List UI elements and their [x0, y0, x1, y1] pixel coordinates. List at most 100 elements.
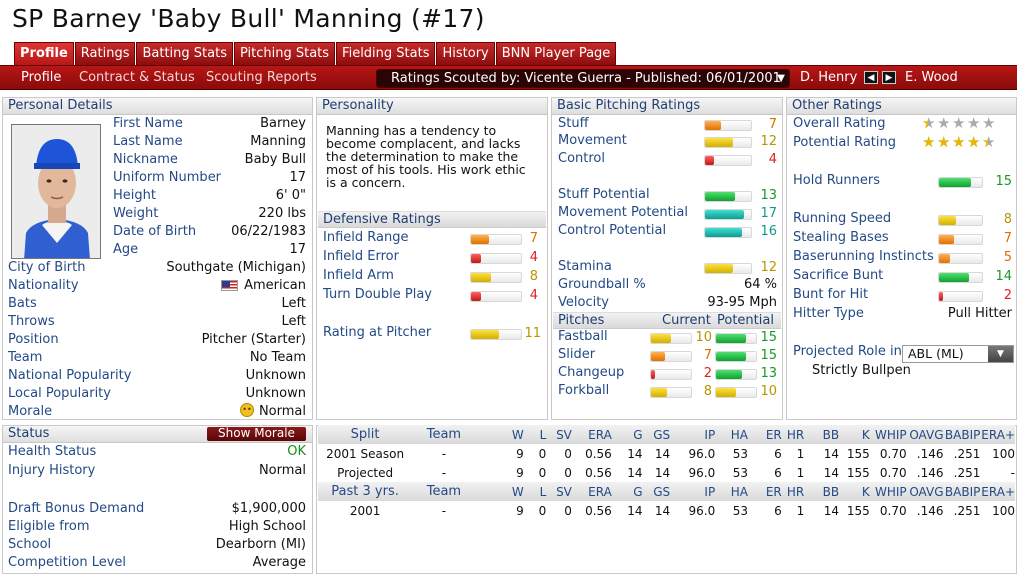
stats-header-sv[interactable]: SV	[546, 482, 572, 501]
stats-header-split[interactable]: Split	[318, 425, 413, 444]
stats-cell: 100	[992, 503, 1015, 518]
stats-header-k[interactable]: K	[839, 425, 870, 444]
stats-header-era[interactable]: ERA+	[980, 425, 1015, 444]
stats-header-past-3-yrs[interactable]: Past 3 yrs.	[318, 482, 413, 501]
stats-header-team[interactable]: Team	[412, 425, 476, 444]
tab-profile[interactable]: Profile	[14, 42, 74, 65]
overall-stars-star-icon: ★★	[922, 114, 935, 132]
other-running-speed-value: 8	[1003, 212, 1012, 227]
next-player-link[interactable]: E. Wood	[905, 70, 958, 85]
stats-header-whip[interactable]: WHIP	[869, 425, 907, 444]
defensive-infield-range-value: 7	[529, 231, 538, 246]
status-label-eligible-from: Eligible from	[8, 519, 90, 534]
stats-header-hr[interactable]: HR	[781, 482, 805, 501]
stats-header-sv[interactable]: SV	[546, 425, 572, 444]
stats-header-er[interactable]: ER	[747, 425, 782, 444]
stats-header-babip[interactable]: BABIP	[943, 482, 981, 501]
overall-stars-star-icon: ★	[952, 114, 965, 132]
stats-cell: 0.56	[585, 465, 612, 480]
stats-cell: .146	[916, 503, 944, 518]
stats-header-k[interactable]: K	[839, 482, 870, 501]
basic-stuff-potential-bar-fill	[705, 192, 735, 201]
potential-stars-star-icon: ★★	[952, 133, 965, 151]
stats-cell: 96.0	[688, 503, 716, 518]
stats-cell: 2001 Season	[326, 446, 405, 461]
stats-header-hr[interactable]: HR	[781, 425, 805, 444]
stats-header-whip[interactable]: WHIP	[869, 482, 907, 501]
stats-header-w[interactable]: W	[475, 482, 524, 501]
stats-header-l[interactable]: L	[523, 482, 547, 501]
pitch-forkball-potential-value: 10	[760, 384, 777, 399]
personal-value-team: No Team	[249, 350, 306, 365]
status-label-competition-level: Competition Level	[8, 555, 127, 570]
stats-header-babip[interactable]: BABIP	[943, 425, 981, 444]
basic-label-movement: Movement	[558, 133, 627, 148]
basic-stuff-potential-value: 13	[760, 188, 777, 203]
stats-header-bb[interactable]: BB	[804, 425, 840, 444]
previous-player-link[interactable]: D. Henry	[800, 70, 858, 85]
rating-at-pitcher-bar	[470, 329, 522, 340]
pitch-changeup-potential-bar	[715, 369, 757, 380]
stats-header-oavg[interactable]: OAVG	[906, 482, 944, 501]
chevron-down-icon: ▼	[988, 346, 1013, 362]
personal-value-local-popularity: Unknown	[245, 386, 306, 401]
stats-header-team[interactable]: Team	[412, 482, 476, 501]
personal-label-weight: Weight	[113, 206, 159, 221]
stats-header-g[interactable]: G	[611, 482, 643, 501]
stats-cell: 155	[846, 446, 870, 461]
other-stealing-bases-bar-fill	[939, 235, 954, 244]
stats-header-l[interactable]: L	[523, 425, 547, 444]
next-arrow-icon[interactable]: ▶	[882, 71, 896, 84]
tab-fielding-stats[interactable]: Fielding Stats	[336, 42, 436, 65]
pitch-changeup-current-value: 2	[703, 366, 712, 381]
personal-value-height: 6' 0"	[275, 188, 306, 203]
show-morale-button[interactable]: Show Morale	[207, 427, 306, 441]
stats-header-ha[interactable]: HA	[715, 482, 748, 501]
projected-role-label: Projected Role in	[793, 344, 902, 359]
stats-header-w[interactable]: W	[475, 425, 524, 444]
stats-header-ha[interactable]: HA	[715, 425, 748, 444]
subtab-profile[interactable]: Profile	[21, 70, 62, 85]
personality-text: Manning has a tendency to become complac…	[326, 123, 526, 190]
pitch-forkball-current-bar	[650, 387, 692, 398]
tab-batting-stats[interactable]: Batting Stats	[136, 42, 233, 65]
pitch-forkball: Forkball	[558, 383, 610, 398]
other-hold-runners-bar	[938, 177, 983, 188]
other-label-sacrifice-bunt: Sacrifice Bunt	[793, 268, 884, 283]
stats-header-ip[interactable]: IP	[670, 482, 716, 501]
previous-arrow-icon[interactable]: ◀	[864, 71, 878, 84]
stats-header-era[interactable]: ERA	[571, 482, 612, 501]
stats-header-oavg[interactable]: OAVG	[906, 425, 944, 444]
tab-pitching-stats[interactable]: Pitching Stats	[233, 42, 336, 65]
basic-stuff-value: 7	[768, 117, 777, 132]
tab-ratings[interactable]: Ratings	[74, 42, 136, 65]
subtab-contract-status[interactable]: Contract & Status	[79, 70, 195, 85]
stats-header-era[interactable]: ERA+	[980, 482, 1015, 501]
pitch-slider-potential-bar-fill	[716, 352, 746, 361]
basic-label-control-potential: Control Potential	[558, 223, 667, 238]
stats-header-era[interactable]: ERA	[571, 425, 612, 444]
defensive-infield-error-value: 4	[529, 250, 538, 265]
stats-cell: 14	[823, 503, 840, 518]
personal-label-date-of-birth: Date of Birth	[113, 224, 197, 239]
stats-header-gs[interactable]: GS	[642, 482, 671, 501]
health-status-label: Health Status	[8, 444, 97, 459]
stats-cell: 6	[774, 503, 782, 518]
stats-cell: 0	[538, 446, 547, 461]
stats-header-ip[interactable]: IP	[670, 425, 716, 444]
stats-header-gs[interactable]: GS	[642, 425, 671, 444]
tab-bnn-player-page[interactable]: BNN Player Page	[495, 42, 617, 65]
other-bunt-for-hit-value: 2	[1003, 288, 1012, 303]
defensive-infield-arm-bar-fill	[471, 273, 491, 282]
subtab-scouting-reports[interactable]: Scouting Reports	[206, 70, 317, 85]
stats-header-bb[interactable]: BB	[804, 482, 840, 501]
scout-selector[interactable]: Ratings Scouted by: Vicente Guerra - Pub…	[376, 69, 790, 88]
other-label-hold-runners: Hold Runners	[793, 173, 881, 188]
pitch-changeup-current-bar-fill	[651, 370, 655, 379]
defensive-infield-arm-value: 8	[529, 269, 538, 284]
stats-cell: .251	[953, 503, 981, 518]
stats-header-g[interactable]: G	[611, 425, 643, 444]
stats-header-er[interactable]: ER	[747, 482, 782, 501]
projected-league-select[interactable]: ABL (ML) ▼	[902, 345, 1014, 363]
tab-history[interactable]: History	[436, 42, 495, 65]
